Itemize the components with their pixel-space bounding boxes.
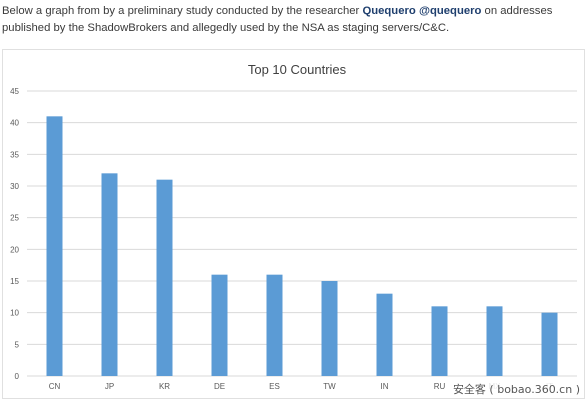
x-tick-label: JP	[105, 382, 114, 391]
x-tick-label: TW	[323, 382, 336, 391]
bar-chart: Top 10 Countries 0 5 10 15 20 25 30 35 40 45 CN JP K…	[10, 62, 577, 391]
intro-suffix: on addresses published by the ShadowBrok…	[2, 5, 553, 34]
y-tick-label: 30	[10, 182, 19, 191]
y-tick-label: 15	[10, 277, 19, 286]
bar-kr	[156, 179, 173, 376]
chart-frame: Top 10 Countries 0 5 10 15 20 25 30 35 40 45 CN JP K…	[2, 49, 585, 399]
y-tick-label: 40	[10, 119, 19, 128]
researcher-name-link[interactable]: Quequero	[362, 5, 416, 17]
y-tick-label: 35	[10, 150, 19, 159]
intro-prefix: Below a graph from by a preliminary stud…	[2, 5, 363, 17]
x-tick-label: DE	[214, 382, 225, 391]
y-tick-label: 5	[15, 340, 20, 349]
y-tick-label: 20	[10, 245, 19, 254]
x-tick-label: ES	[269, 382, 280, 391]
bar-es	[266, 274, 283, 376]
y-tick-label: 25	[10, 214, 19, 223]
bar-jp	[101, 173, 118, 376]
y-tick-label: 0	[15, 372, 20, 381]
bar-ru	[431, 306, 448, 376]
intro-paragraph: Below a graph from by a preliminary stud…	[2, 3, 585, 37]
y-tick-label: 45	[10, 87, 19, 96]
y-tick-label: 10	[10, 309, 19, 318]
bar-it	[541, 312, 558, 376]
bar-cn	[46, 116, 63, 376]
watermark-text: 安全客 ( bobao.360.cn )	[449, 380, 583, 398]
bar-de	[211, 274, 228, 376]
researcher-handle-link[interactable]: @quequero	[418, 5, 482, 17]
bar-in	[376, 293, 393, 376]
x-tick-label: IN	[381, 382, 389, 391]
chart-title: Top 10 Countries	[248, 62, 347, 77]
bar-tw	[321, 281, 338, 376]
x-tick-label: CN	[49, 382, 61, 391]
bar-mx	[486, 306, 503, 376]
x-tick-label: RU	[434, 382, 446, 391]
x-tick-label: KR	[159, 382, 170, 391]
